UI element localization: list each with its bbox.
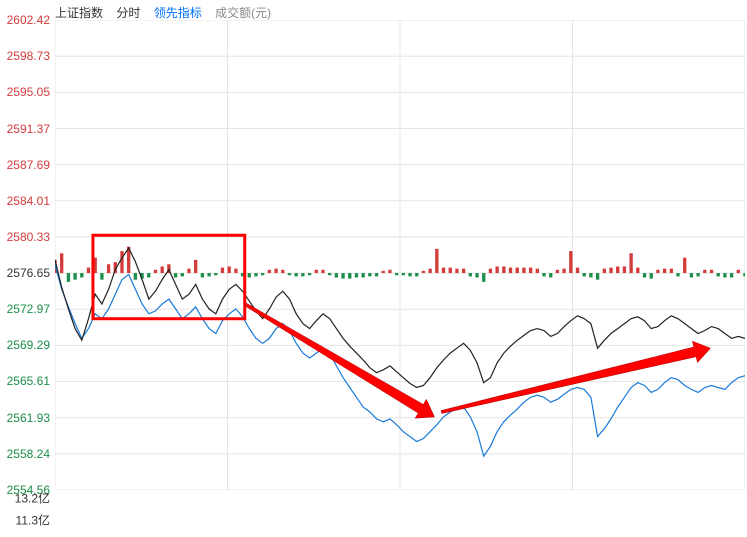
header-mode: 分时 [116, 6, 140, 20]
y-axis-tick-label: 2576.65 [7, 266, 50, 280]
y-axis-tick-label: 2591.37 [7, 122, 50, 136]
y-axis-tick-label: 2587.69 [7, 158, 50, 172]
y-axis-tick-label: 2558.24 [7, 447, 50, 461]
y-axis-tick-label: 2569.29 [7, 338, 50, 352]
y-axis-tick-label: 2565.61 [7, 374, 50, 388]
header-title: 上证指数 [55, 6, 103, 20]
y-axis-tick-label: 2598.73 [7, 49, 50, 63]
y-axis-tick-label: 2572.97 [7, 302, 50, 316]
y-axis: 2602.42 2598.73 2595.05 2591.37 2587.69 2584.… [0, 0, 54, 537]
sub-y-axis-tick-label: 11.3亿 [16, 512, 50, 529]
header-volume-label: 成交额(元) [215, 6, 271, 20]
y-axis-tick-label: 2584.01 [7, 194, 50, 208]
header-leading-indicator: 领先指标 [154, 6, 202, 20]
sub-y-axis-tick-label: 13.2亿 [15, 490, 50, 507]
y-axis-tick-label: 2595.05 [7, 85, 50, 99]
chart-plot-area [55, 20, 745, 490]
y-axis-tick-label: 2602.42 [7, 13, 50, 27]
chart-header: 上证指数 分时 领先指标 成交额(元) [55, 4, 281, 21]
y-axis-tick-label: 2580.33 [7, 230, 50, 244]
y-axis-tick-label: 2561.93 [7, 411, 50, 425]
